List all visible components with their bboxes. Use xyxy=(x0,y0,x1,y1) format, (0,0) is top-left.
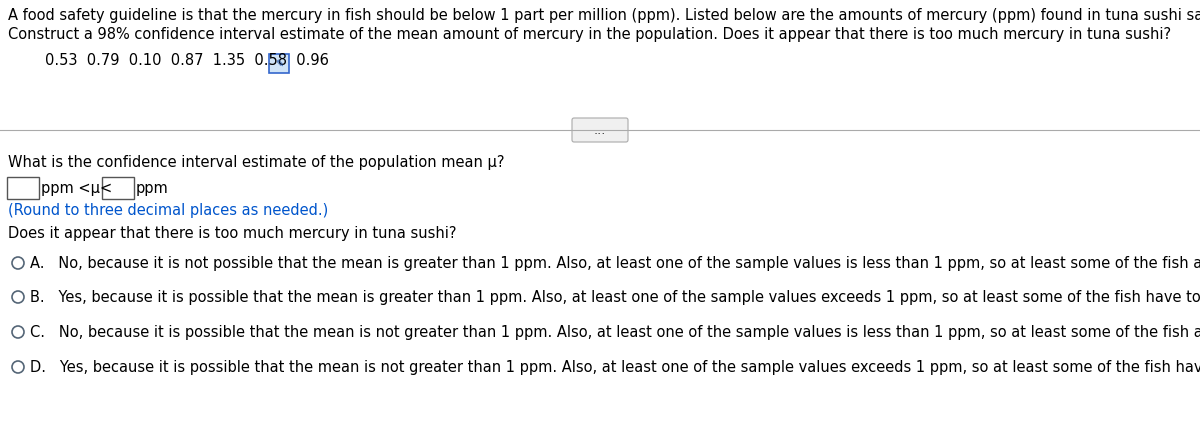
FancyBboxPatch shape xyxy=(7,177,38,199)
Text: A.   No, because it is not possible that the mean is greater than 1 ppm. Also, a: A. No, because it is not possible that t… xyxy=(30,256,1200,271)
FancyBboxPatch shape xyxy=(269,54,289,73)
FancyBboxPatch shape xyxy=(102,177,134,199)
Text: ppm <μ<: ppm <μ< xyxy=(41,180,113,195)
Text: What is the confidence interval estimate of the population mean μ?: What is the confidence interval estimate… xyxy=(8,155,504,170)
Text: 0.53  0.79  0.10  0.87  1.35  0.58  0.96: 0.53 0.79 0.10 0.87 1.35 0.58 0.96 xyxy=(46,53,329,68)
Text: A food safety guideline is that the mercury in fish should be below 1 part per m: A food safety guideline is that the merc… xyxy=(8,8,1200,23)
Text: (Round to three decimal places as needed.): (Round to three decimal places as needed… xyxy=(8,203,329,218)
Text: D.   Yes, because it is possible that the mean is not greater than 1 ppm. Also, : D. Yes, because it is possible that the … xyxy=(30,360,1200,375)
Text: Construct a 98% confidence interval estimate of the mean amount of mercury in th: Construct a 98% confidence interval esti… xyxy=(8,27,1171,42)
Text: ✎: ✎ xyxy=(275,58,283,69)
Text: ppm: ppm xyxy=(136,180,169,195)
Text: ...: ... xyxy=(594,123,606,137)
FancyBboxPatch shape xyxy=(572,118,628,142)
Text: Does it appear that there is too much mercury in tuna sushi?: Does it appear that there is too much me… xyxy=(8,226,456,241)
Text: B.   Yes, because it is possible that the mean is greater than 1 ppm. Also, at l: B. Yes, because it is possible that the … xyxy=(30,290,1200,305)
Text: C.   No, because it is possible that the mean is not greater than 1 ppm. Also, a: C. No, because it is possible that the m… xyxy=(30,325,1200,340)
